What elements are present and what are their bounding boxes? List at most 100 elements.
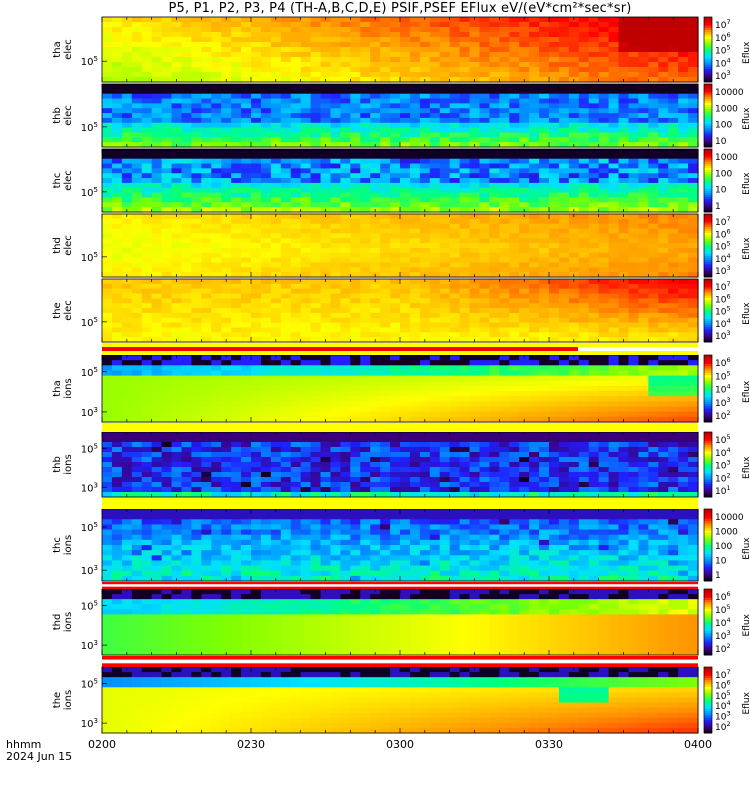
heatmap-cell [370,52,381,58]
heatmap-cell [201,62,212,68]
heatmap-cell [469,192,481,199]
heatmap-cell [658,238,669,244]
heatmap-cell [370,360,381,366]
heatmap-cell [121,262,133,268]
heatmap-cell [678,228,689,234]
heatmap-cell [449,214,461,220]
heatmap-cell [161,27,173,33]
heatmap-cell [270,380,282,387]
heatmap-cell [111,22,123,28]
heatmap-cell [241,163,252,169]
heatmap-cell [668,113,679,119]
heatmap-cell [161,243,173,249]
heatmap-cell [260,103,272,109]
heatmap-cell [260,32,272,38]
heatmap-cell [340,252,351,259]
heatmap-cell [370,168,381,174]
heatmap-cell [608,365,620,372]
heatmap-cell [509,88,520,95]
heatmap-cell [499,298,510,304]
heatmap-cell [499,247,510,254]
heatmap-cell [251,153,262,160]
heatmap-cell [350,113,361,119]
heatmap-cell [499,32,510,38]
colorbar-cell [704,151,712,154]
heatmap-cell [320,401,332,408]
heatmap-cell [251,163,262,169]
heatmap-cell [380,158,391,165]
heatmap-cell [151,108,163,114]
colorbar-cell [704,186,712,190]
heatmap-cell [648,17,659,23]
heatmap-cell [469,283,481,290]
heatmap-cell [519,396,530,402]
heatmap-cell [161,360,173,366]
heatmap-cell [310,93,322,100]
heatmap-cell [539,88,550,95]
heatmap-cell [251,308,262,314]
heatmap-cell [449,149,461,155]
heatmap-cell [588,72,600,78]
heatmap-cell [539,298,550,304]
colorbar-cell [704,214,712,217]
heatmap-cell [131,327,143,333]
heatmap-cell [469,37,481,43]
heatmap-cell [201,214,212,220]
colorbar-cell [704,17,712,20]
heatmap-cell [539,72,550,78]
heatmap-cell [300,93,312,100]
heatmap-cell [191,327,202,333]
heatmap-cell [588,103,600,109]
heatmap-cell [469,182,481,189]
heatmap-cell [469,108,481,114]
heatmap-cell [201,72,212,78]
heatmap-cell [449,375,461,382]
heatmap-cell [558,396,570,402]
heatmap-cell [539,279,550,285]
heatmap-cell [370,163,381,169]
heatmap-cell [161,88,173,95]
heatmap-cell [400,137,411,143]
heatmap-cell [608,132,620,138]
heatmap-cell [310,303,322,309]
heatmap-cell [241,103,252,109]
heatmap-cell [578,332,590,338]
heatmap-cell [231,360,242,366]
heatmap-cell [121,365,133,372]
heatmap-cell [598,252,610,259]
heatmap-cell [280,272,292,278]
heatmap-cell [151,308,163,314]
heatmap-cell [558,360,570,366]
heatmap-cell [290,308,302,314]
heatmap-cell [568,257,580,264]
heatmap-cell [171,283,183,290]
heatmap-cell [668,332,679,338]
heatmap-cell [648,67,659,73]
heatmap-cell [578,88,590,95]
heatmap-cell [688,317,699,324]
heatmap-cell [111,182,123,189]
heatmap-cell [241,178,252,184]
heatmap-cell [549,187,560,194]
colorbar-cell [704,180,712,184]
heatmap-cell [568,127,580,134]
heatmap-cell [270,173,282,179]
heatmap-cell [588,288,600,295]
heatmap-cell [211,17,222,23]
heatmap-cell [310,77,322,83]
heatmap-cell [280,57,292,63]
heatmap-cell [111,283,123,290]
heatmap-cell [360,214,371,220]
heatmap-cell [449,262,461,268]
heatmap-cell [598,238,610,244]
heatmap-cell [270,202,282,208]
heatmap-cell [529,142,540,148]
heatmap-cell [658,42,669,48]
heatmap-cell [360,108,371,114]
heatmap-cell [608,279,620,285]
heatmap-cell [330,37,341,43]
heatmap-cell [608,113,620,119]
heatmap-cell [360,93,371,100]
heatmap-cell [310,370,322,377]
heatmap-cell [340,317,351,324]
